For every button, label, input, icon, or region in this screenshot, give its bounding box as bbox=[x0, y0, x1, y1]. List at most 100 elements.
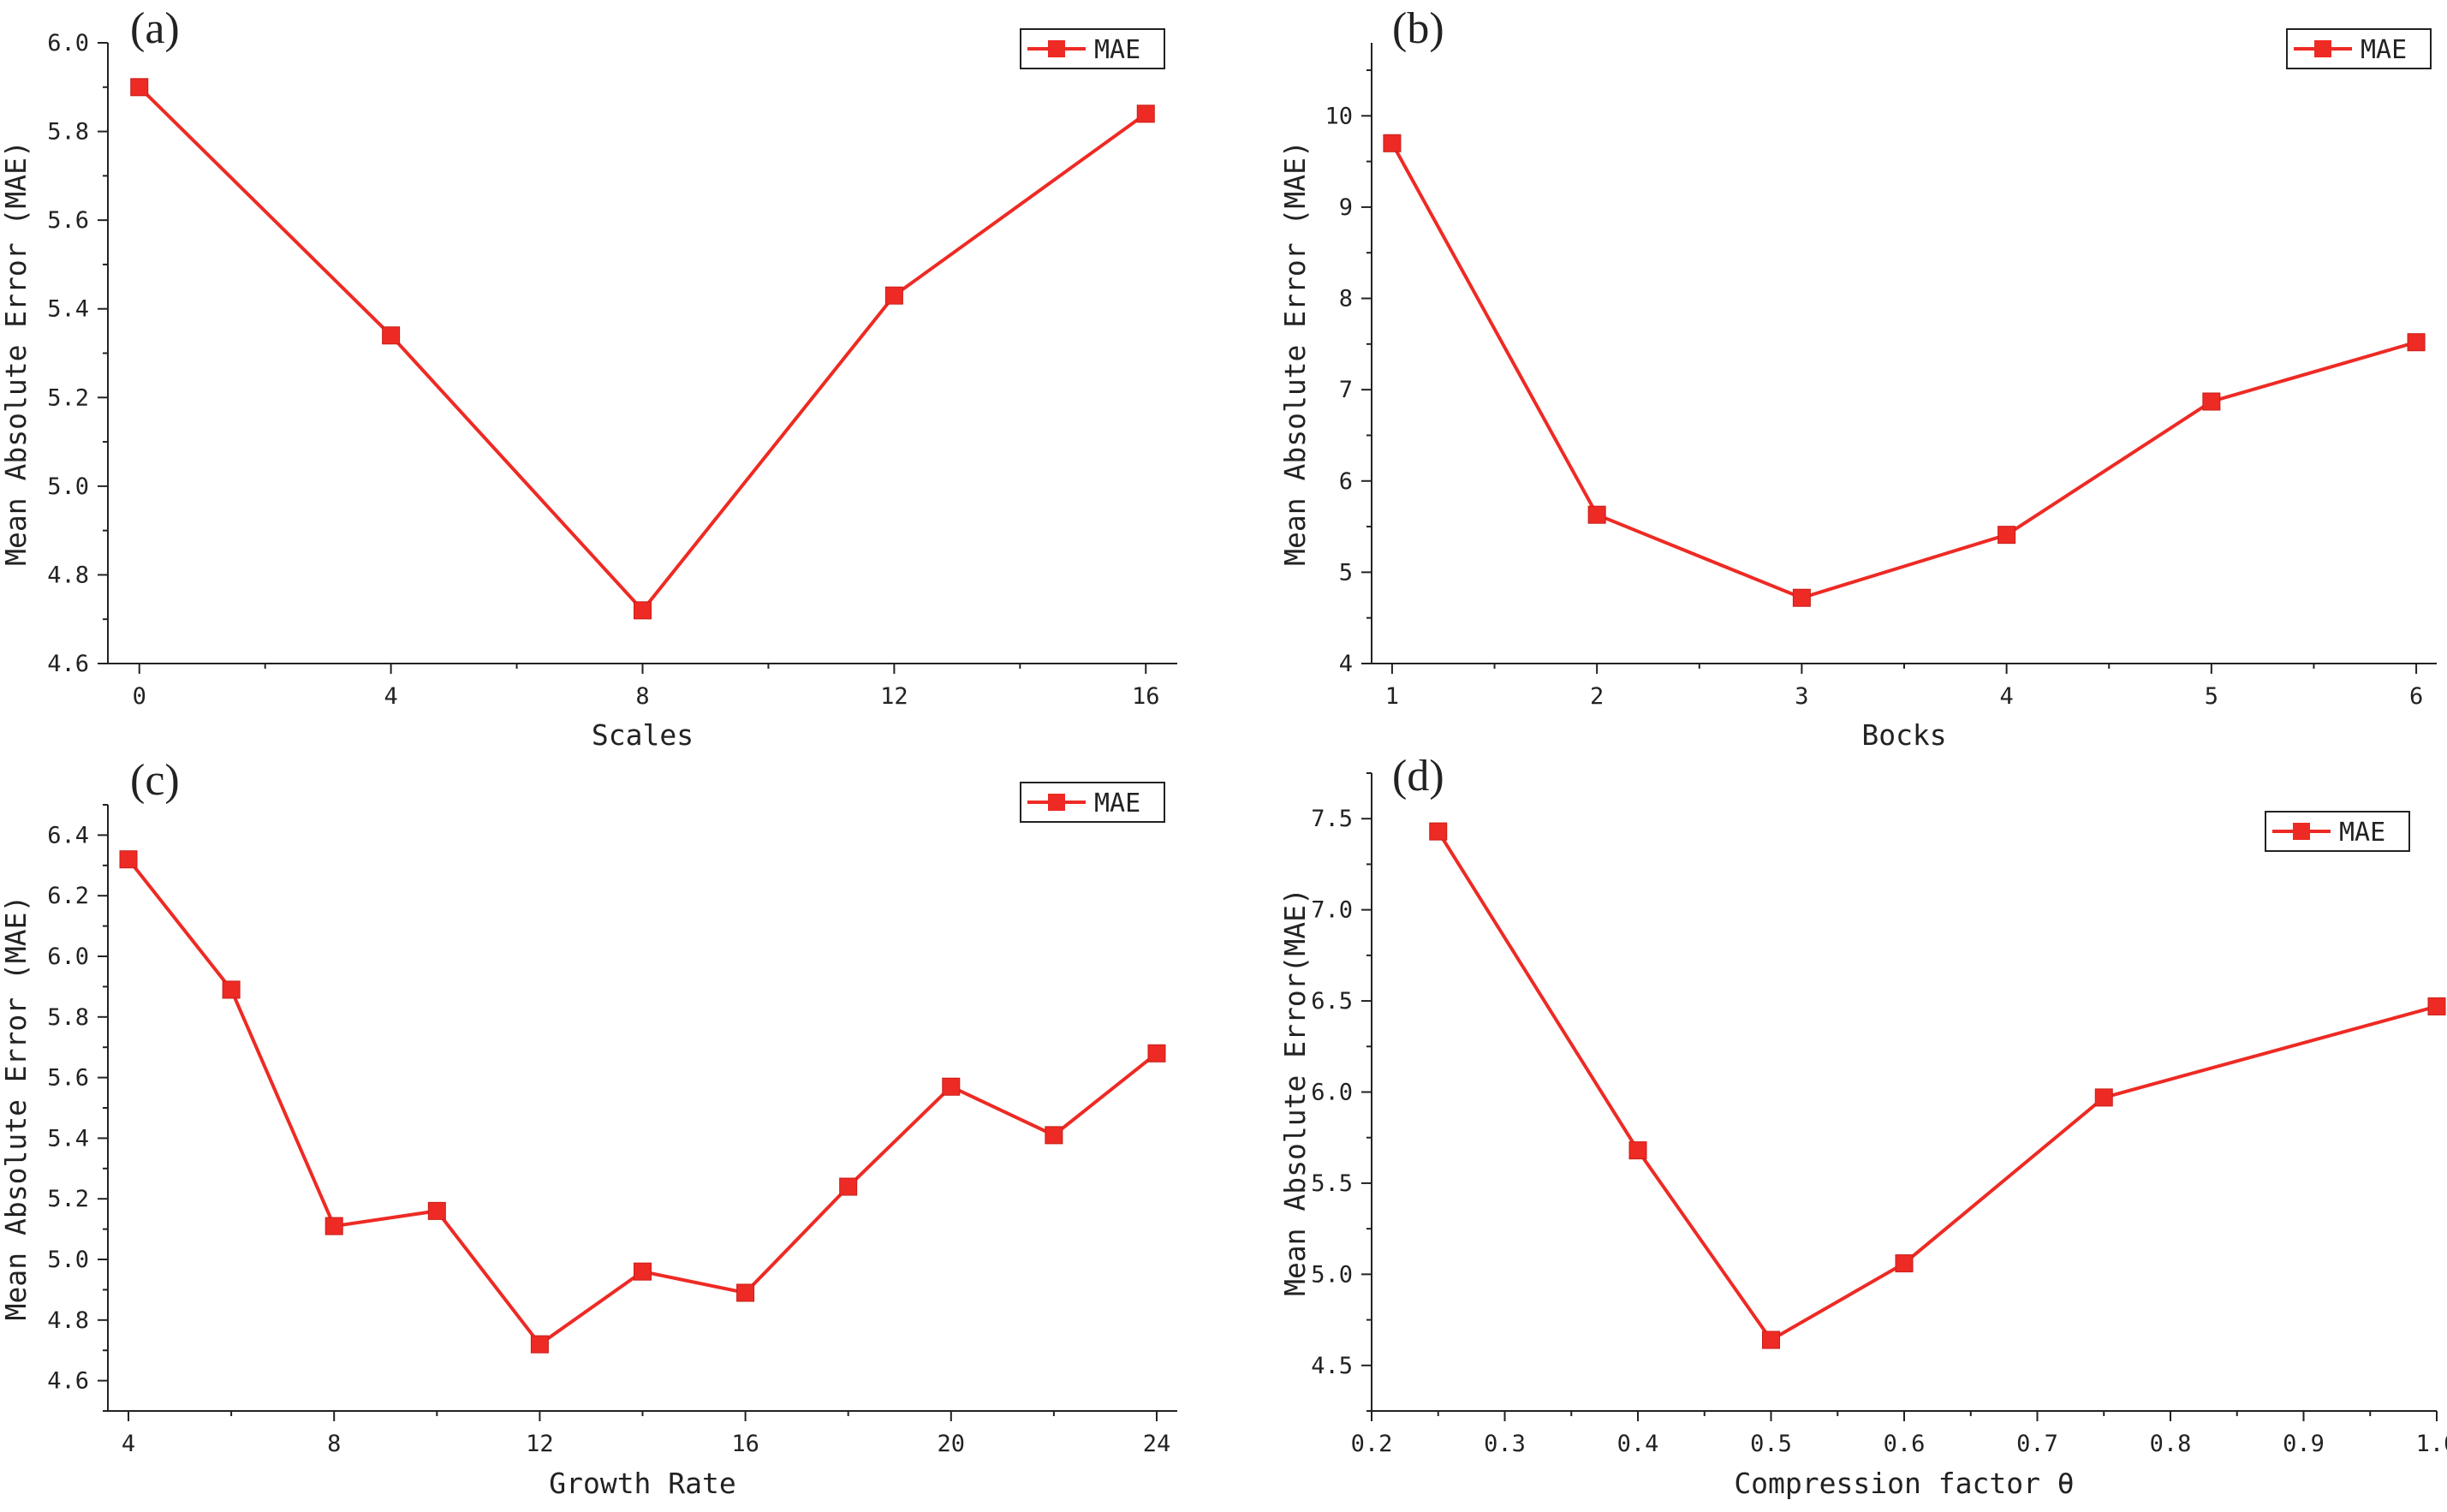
x-tick-label: 0.6 bbox=[1884, 1431, 1926, 1457]
x-axis-title: Growth Rate bbox=[549, 1467, 736, 1500]
y-axis-title: Mean Absolute Error (MAE) bbox=[0, 896, 33, 1321]
data-point-marker bbox=[1762, 1330, 1780, 1349]
x-tick-label: 0.2 bbox=[1351, 1431, 1393, 1457]
legend: MAE bbox=[2286, 28, 2432, 69]
y-tick-label: 5.6 bbox=[47, 207, 89, 234]
data-point-marker bbox=[1429, 822, 1448, 841]
legend-marker bbox=[1048, 40, 1065, 57]
data-point-marker bbox=[2202, 392, 2221, 411]
y-tick-label: 6.0 bbox=[1311, 1080, 1353, 1106]
panel-label: (a) bbox=[130, 4, 180, 53]
data-point-marker bbox=[382, 326, 401, 345]
y-tick-label: 6.2 bbox=[47, 883, 89, 909]
x-tick-label: 0.8 bbox=[2150, 1431, 2192, 1457]
y-tick-label: 7.0 bbox=[1311, 897, 1353, 924]
data-point-marker bbox=[222, 980, 241, 999]
legend: MAE bbox=[1020, 782, 1165, 823]
x-tick-label: 5 bbox=[2205, 683, 2218, 710]
x-tick-label: 6 bbox=[2409, 683, 2423, 710]
y-tick-label: 6.0 bbox=[47, 30, 89, 57]
x-tick-label: 2 bbox=[1590, 683, 1604, 710]
legend-marker bbox=[2293, 823, 2310, 840]
y-axis-title: Mean Absolute Error (MAE) bbox=[0, 140, 33, 566]
data-point-marker bbox=[1587, 505, 1606, 524]
y-tick-label: 5.4 bbox=[47, 296, 89, 323]
y-axis-title: Mean Absolute Error(MAE) bbox=[1278, 888, 1312, 1296]
legend-label: MAE bbox=[2339, 818, 2385, 848]
y-tick-label: 7 bbox=[1339, 377, 1353, 403]
chart-panel-2: 4 5 6 7 8 9 10 1 2 3 4 5 6 Bocks Mean Absolute Error (… bbox=[1278, 4, 2437, 752]
x-tick-label: 24 bbox=[1143, 1431, 1171, 1457]
x-tick-label: 8 bbox=[327, 1431, 341, 1457]
x-axis-title: Scales bbox=[592, 718, 694, 752]
y-tick-label: 5.0 bbox=[47, 473, 89, 500]
series-line-mae bbox=[1437, 830, 2438, 1342]
x-axis-title: Bocks bbox=[1861, 718, 1946, 752]
y-tick-label: 5.4 bbox=[47, 1125, 89, 1152]
y-tick-label: 5.8 bbox=[47, 1004, 89, 1031]
y-tick-label: 6.0 bbox=[47, 944, 89, 970]
y-tick-label: 8 bbox=[1339, 286, 1353, 313]
y-tick-label: 7.5 bbox=[1311, 806, 1353, 832]
y-tick-label: 5.0 bbox=[1311, 1261, 1353, 1288]
x-tick-label: 0.3 bbox=[1484, 1431, 1526, 1457]
y-tick-label: 10 bbox=[1325, 103, 1353, 129]
data-point-marker bbox=[2094, 1088, 2113, 1107]
panel-label: (d) bbox=[1392, 752, 1444, 801]
chart-panel-3: 4.6 4.8 5.0 5.2 5.4 5.6 5.8 6.0 6.2 6.4 4 8 12 16 20 24… bbox=[0, 756, 1177, 1500]
y-tick-label: 5.2 bbox=[47, 384, 89, 411]
x-tick-label: 0.5 bbox=[1750, 1431, 1792, 1457]
data-point-marker bbox=[1792, 588, 1811, 607]
data-point-marker bbox=[839, 1177, 858, 1196]
data-point-marker bbox=[119, 850, 138, 869]
data-point-marker bbox=[1895, 1254, 1914, 1273]
data-point-marker bbox=[884, 286, 903, 305]
y-tick-label: 9 bbox=[1339, 194, 1353, 221]
series-line-mae bbox=[138, 86, 1147, 613]
x-tick-label: 8 bbox=[635, 683, 649, 710]
x-tick-label: 16 bbox=[1132, 683, 1160, 710]
data-point-marker bbox=[736, 1283, 755, 1302]
x-tick-label: 0.9 bbox=[2283, 1431, 2325, 1457]
y-tick-label: 4.5 bbox=[1311, 1353, 1353, 1379]
legend-marker bbox=[1048, 794, 1065, 811]
y-tick-label: 4.8 bbox=[47, 562, 89, 588]
y-tick-label: 5.5 bbox=[1311, 1170, 1353, 1197]
y-tick-label: 5.8 bbox=[47, 119, 89, 146]
series-line-mae bbox=[1390, 142, 2417, 600]
data-point-marker bbox=[1997, 526, 2016, 545]
x-tick-label: 0.7 bbox=[2016, 1431, 2058, 1457]
x-tick-label: 1 bbox=[1385, 683, 1399, 710]
y-tick-label: 5.6 bbox=[47, 1065, 89, 1092]
data-point-marker bbox=[1045, 1126, 1063, 1145]
y-tick-label: 6.4 bbox=[47, 822, 89, 848]
data-point-marker bbox=[942, 1077, 961, 1096]
x-tick-label: 4 bbox=[384, 683, 397, 710]
y-tick-label: 6.5 bbox=[1311, 988, 1353, 1015]
y-tick-label: 4.6 bbox=[47, 1368, 89, 1395]
y-tick-label: 5.2 bbox=[47, 1186, 89, 1212]
x-tick-label: 0 bbox=[133, 683, 146, 710]
y-tick-label: 4 bbox=[1339, 651, 1353, 677]
chart-panel-4: 4.5 5.0 5.5 6.0 6.5 7.0 7.5 0.2 0.3 0.4 0.5 0.6 0.7 0… bbox=[1278, 752, 2447, 1500]
data-point-marker bbox=[324, 1217, 343, 1235]
data-point-marker bbox=[2427, 997, 2446, 1015]
data-point-marker bbox=[1383, 134, 1402, 152]
data-point-marker bbox=[634, 1262, 652, 1281]
panel-label: (b) bbox=[1392, 4, 1444, 53]
data-point-marker bbox=[634, 601, 652, 620]
legend-marker bbox=[2314, 40, 2331, 57]
y-tick-label: 6 bbox=[1339, 468, 1353, 495]
x-tick-label: 1.0 bbox=[2416, 1431, 2447, 1457]
panel-label: (c) bbox=[130, 756, 180, 805]
x-tick-label: 0.4 bbox=[1617, 1431, 1659, 1457]
chart-panel-1: 4.6 4.8 5.0 5.2 5.4 5.6 5.8 6.0 0 4 8 12 16 Scales Mea… bbox=[0, 4, 1177, 752]
data-point-marker bbox=[2407, 333, 2426, 352]
x-tick-label: 16 bbox=[731, 1431, 759, 1457]
data-point-marker bbox=[530, 1335, 549, 1354]
y-tick-label: 5 bbox=[1339, 559, 1353, 586]
x-tick-label: 12 bbox=[880, 683, 908, 710]
legend: MAE bbox=[2265, 811, 2410, 852]
y-tick-label: 4.6 bbox=[47, 651, 89, 677]
